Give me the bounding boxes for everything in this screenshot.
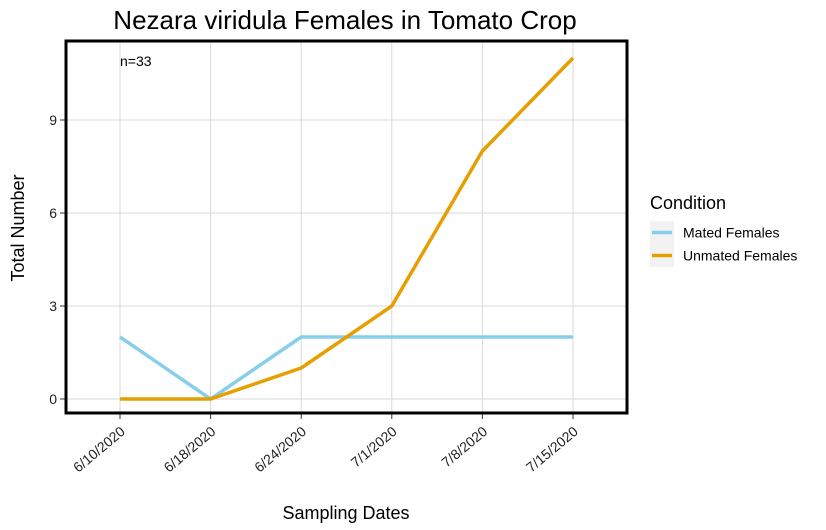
y-axis-title: Total Number (8, 174, 28, 281)
x-tick-label: 6/18/2020 (161, 423, 219, 475)
series-line-mated-females (119, 335, 573, 401)
legend-item-label: Unmated Females (683, 248, 797, 264)
series-line-unmated-females (120, 56, 575, 401)
y-tick-label: 0 (49, 391, 57, 407)
plot-panel-border (64, 39, 629, 415)
x-tick-label: 6/10/2020 (70, 423, 128, 475)
x-tick-label: 7/1/2020 (348, 423, 400, 470)
legend-title: Condition (650, 193, 726, 213)
x-axis-title: Sampling Dates (282, 503, 409, 523)
y-tick-label: 3 (49, 298, 57, 314)
y-tick-label: 6 (49, 205, 57, 221)
legend-item-label: Mated Females (683, 225, 779, 241)
x-tick-label: 7/8/2020 (438, 423, 490, 470)
x-tick-label: 7/15/2020 (523, 423, 581, 475)
sample-size-annotation: n=33 (120, 53, 152, 69)
chart-title: Nezara viridula Females in Tomato Crop (113, 5, 576, 35)
series-lines (119, 56, 575, 401)
axis-ticks: 6/10/2020 6/18/2020 6/24/2020 7/1/2020 7/8/2… (49, 112, 581, 475)
legend: Condition Mated Females Unmated Females (650, 193, 797, 267)
x-tick-label: 6/24/2020 (251, 423, 309, 475)
y-tick-label: 9 (49, 112, 57, 128)
